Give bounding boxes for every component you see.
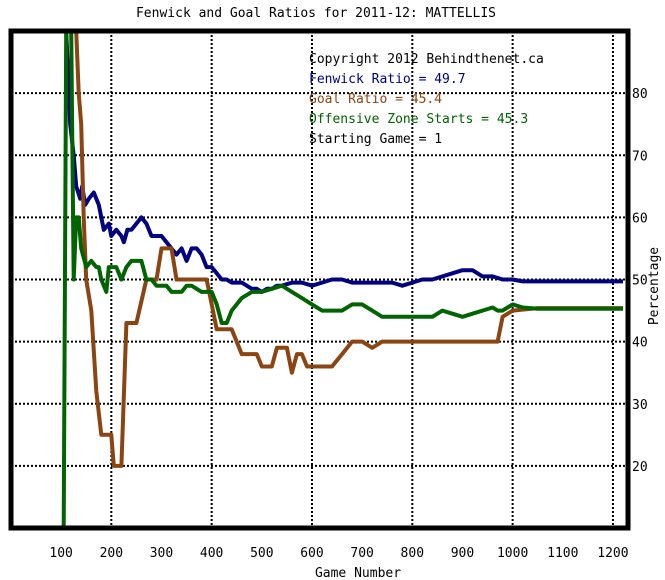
y-tick-label-60: 60 bbox=[632, 211, 648, 226]
y-axis-label: Percentage bbox=[647, 247, 662, 325]
x-tick-label-1200: 1200 bbox=[597, 546, 628, 561]
legend-line-4: Starting Game = 1 bbox=[309, 132, 442, 147]
legend-line-2: Goal Ratio = 45.4 bbox=[309, 92, 442, 107]
series-line-2 bbox=[61, 29, 623, 529]
y-tick-label-70: 70 bbox=[632, 149, 648, 164]
x-tick-label-1100: 1100 bbox=[547, 546, 578, 561]
x-tick-label-100: 100 bbox=[49, 546, 72, 561]
series-line-1 bbox=[68, 29, 623, 468]
legend: Copyright 2012 Behindthenet.ca Fenwick Ra… bbox=[309, 52, 544, 147]
x-tick-label-600: 600 bbox=[300, 546, 323, 561]
x-tick-label-800: 800 bbox=[401, 546, 424, 561]
x-axis-label: Game Number bbox=[315, 566, 401, 580]
x-tick-label-900: 900 bbox=[451, 546, 474, 561]
y-tick-label-80: 80 bbox=[632, 87, 648, 102]
x-tick-label-300: 300 bbox=[150, 546, 173, 561]
legend-line-0: Copyright 2012 Behindthenet.ca bbox=[309, 52, 544, 67]
x-tick-label-1000: 1000 bbox=[497, 546, 528, 561]
series-line-0 bbox=[64, 30, 623, 294]
chart-title: Fenwick and Goal Ratios for 2011-12: MAT… bbox=[136, 6, 496, 21]
x-tick-label-500: 500 bbox=[250, 546, 273, 561]
y-tick-label-40: 40 bbox=[632, 336, 648, 351]
legend-line-3: Offensive Zone Starts = 45.3 bbox=[309, 112, 528, 127]
x-tick-label-400: 400 bbox=[200, 546, 223, 561]
x-tick-label-700: 700 bbox=[350, 546, 373, 561]
y-tick-label-20: 20 bbox=[632, 460, 648, 475]
legend-line-1: Fenwick Ratio = 49.7 bbox=[309, 72, 466, 87]
y-axis-ticks: 20 30 40 50 60 70 80 bbox=[632, 87, 648, 475]
x-axis-ticks: 100 200 300 400 500 600 700 800 900 1000 1100 1200 bbox=[49, 546, 628, 561]
y-tick-label-50: 50 bbox=[632, 274, 648, 289]
plot-frame bbox=[8, 28, 631, 531]
x-tick-label-200: 200 bbox=[100, 546, 123, 561]
y-tick-label-30: 30 bbox=[632, 398, 648, 413]
series-layer bbox=[61, 29, 623, 529]
